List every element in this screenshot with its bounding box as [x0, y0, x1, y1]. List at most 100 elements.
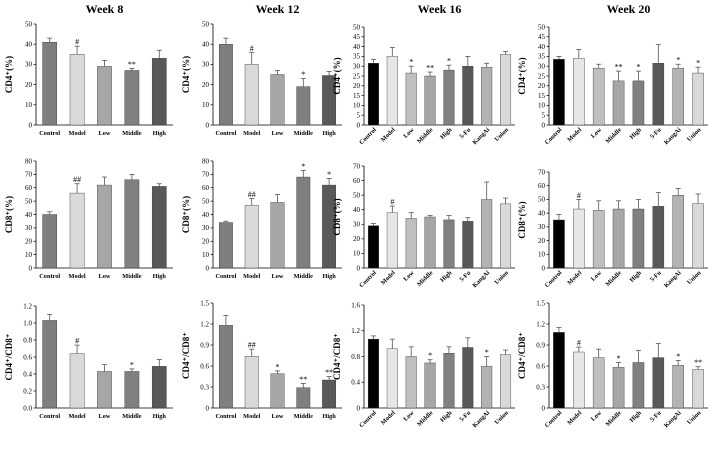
bar-kangai: [672, 67, 684, 126]
x-tick-label: KangAi: [663, 409, 683, 429]
bar-low: [97, 371, 112, 409]
significance-marker: *: [428, 351, 432, 360]
x-tick-label: Control: [544, 409, 564, 429]
x-tick-label: Middle: [604, 409, 623, 428]
bar-kangai: [481, 199, 493, 269]
bar-model: [573, 58, 585, 126]
y-axis-label: CD4⁺/CD8⁺: [181, 332, 191, 379]
y-tick-label: 0: [542, 121, 546, 129]
y-tick-label: 0.9: [200, 341, 209, 349]
bar-union: [692, 72, 704, 126]
y-tick-label: 0: [206, 404, 210, 412]
y-tick-label: 35: [538, 53, 546, 61]
y-tick-label: 50: [353, 23, 361, 31]
y-tick-label: 1.2: [536, 320, 545, 328]
y-axis-label: CD8⁺(%): [332, 198, 342, 235]
y-tick-label: 0.4: [351, 379, 360, 387]
significance-marker: #: [390, 198, 394, 207]
significance-marker: *: [617, 354, 621, 363]
x-tick-label: High: [628, 126, 643, 141]
x-tick-label: Model: [380, 269, 397, 286]
chart-w8-cd8: CD8⁺(%) 0 10 20 30 40 50 60 70 80 Control ## Model Lo…: [4, 157, 173, 280]
significance-marker: **: [694, 358, 702, 367]
bar-control: [553, 59, 565, 126]
x-tick-label: Model: [243, 413, 260, 420]
x-tick-label: High: [628, 269, 643, 284]
significance-marker: *: [276, 362, 280, 371]
bar-control: [367, 338, 379, 409]
bar-model: [573, 351, 585, 409]
bar-kangai: [672, 365, 684, 409]
y-tick-label: 45: [353, 33, 361, 41]
y-tick-label: 30: [353, 221, 361, 229]
significance-marker: #: [75, 38, 79, 47]
bar-middle: [612, 80, 625, 126]
y-tick-label: 70: [538, 168, 546, 176]
y-tick-label: 50: [353, 191, 361, 199]
bar-kangai: [481, 365, 493, 409]
y-tick-label: 40: [538, 43, 546, 51]
x-tick-label: High: [439, 409, 454, 424]
bar-high: [632, 208, 645, 269]
significance-marker: *: [447, 57, 451, 66]
significance-marker: *: [485, 348, 489, 357]
significance-marker: *: [301, 70, 305, 79]
bar-control: [42, 320, 58, 409]
significance-marker: ##: [248, 341, 256, 350]
y-tick-label: 10: [202, 101, 210, 109]
x-tick-label: Model: [380, 409, 397, 426]
y-tick-label: 1.2: [200, 320, 209, 328]
bar-middle: [296, 387, 311, 409]
y-tick-label: 20: [25, 81, 33, 89]
x-tick-label: Middle: [122, 413, 141, 420]
y-axis-label: CD8⁺(%): [517, 201, 527, 238]
bar-low: [97, 66, 112, 126]
significance-marker: **: [128, 60, 136, 69]
y-tick-label: 1.0: [23, 319, 32, 327]
x-tick-label: 5-Fu: [458, 269, 472, 283]
x-tick-label: Middle: [416, 409, 435, 428]
bar-low: [270, 74, 285, 126]
y-tick-label: 50: [202, 20, 210, 28]
y-tick-label: 20: [202, 81, 210, 89]
y-tick-label: 40: [25, 211, 33, 219]
y-tick-label: 40: [202, 211, 210, 219]
y-axis-label: CD8⁺(%): [181, 196, 191, 233]
y-tick-label: 20: [353, 235, 361, 243]
bar-kangai: [672, 195, 684, 269]
bar-5-fu: [652, 206, 665, 269]
y-tick-label: 15: [538, 92, 546, 100]
y-tick-label: 40: [202, 41, 210, 49]
x-tick-label: Union: [493, 126, 510, 143]
y-tick-label: 40: [538, 209, 546, 217]
x-tick-label: Low: [99, 413, 111, 420]
y-tick-label: 50: [202, 197, 210, 205]
y-tick-label: 25: [353, 72, 361, 80]
x-tick-label: Low: [402, 269, 416, 283]
bar-model: [573, 208, 585, 269]
x-tick-label: Low: [590, 126, 604, 140]
bar-middle: [124, 70, 140, 126]
y-tick-label: 20: [353, 82, 361, 90]
y-tick-label: 0.3: [200, 383, 209, 391]
x-tick-label: Control: [39, 413, 60, 420]
bar-middle: [424, 362, 436, 409]
bar-control: [42, 214, 58, 269]
significance-marker: ##: [73, 175, 81, 184]
x-tick-label: Low: [272, 413, 284, 420]
y-tick-label: 70: [25, 171, 33, 179]
x-tick-label: Control: [358, 126, 378, 146]
significance-marker: *: [327, 170, 331, 179]
significance-marker: **: [299, 375, 307, 384]
bar-union: [500, 203, 512, 269]
y-axis-label: CD4⁺/CD8⁺: [517, 332, 527, 379]
bar-high: [443, 219, 455, 269]
x-tick-label: High: [439, 269, 454, 284]
x-tick-label: High: [322, 130, 336, 137]
y-tick-label: 1.5: [200, 299, 209, 307]
x-tick-label: Model: [566, 409, 583, 426]
x-tick-label: Control: [215, 130, 236, 137]
bar-model: [386, 56, 398, 126]
y-tick-label: 20: [538, 82, 546, 90]
x-tick-label: Control: [544, 269, 564, 289]
